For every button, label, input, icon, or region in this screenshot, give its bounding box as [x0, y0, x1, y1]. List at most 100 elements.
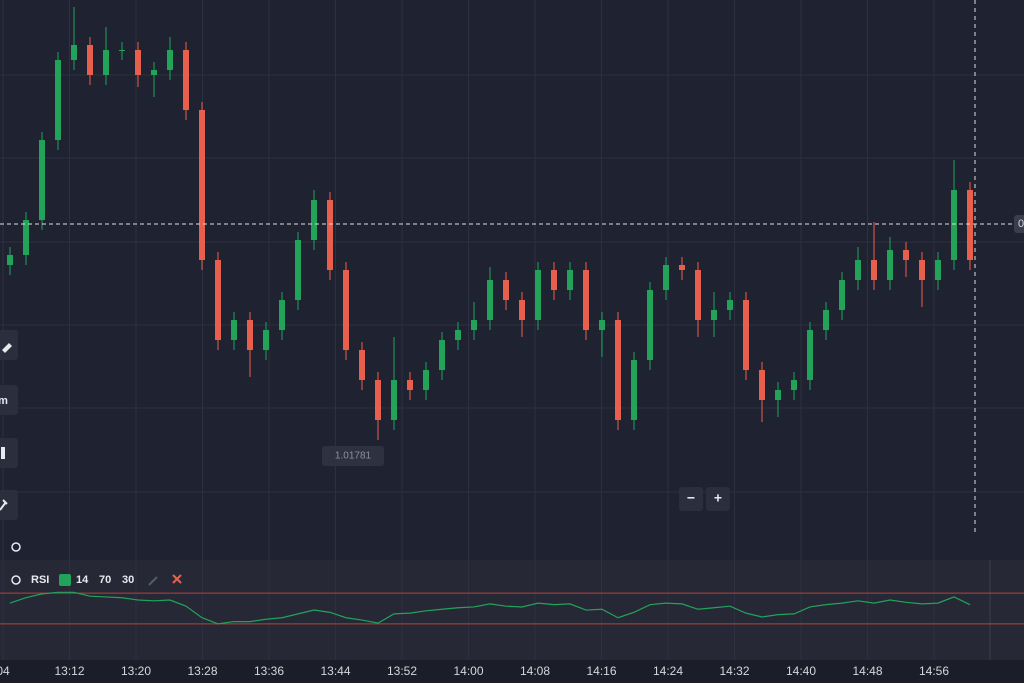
x-tick-label: 13:28	[187, 664, 217, 678]
zoom-in-button[interactable]	[706, 487, 730, 511]
candle-body	[535, 270, 541, 320]
candle-body	[279, 300, 285, 330]
time-axis	[0, 660, 1024, 683]
candle-body	[487, 280, 493, 320]
x-tick-label: 13:52	[387, 664, 417, 678]
x-tick-label: 14:32	[719, 664, 749, 678]
candle-body	[455, 330, 461, 340]
candle-body	[519, 300, 525, 320]
candle-body	[375, 380, 381, 420]
edit-icon[interactable]	[148, 576, 158, 586]
rsi-line	[9, 591, 971, 625]
indicator-name: RSI	[31, 574, 49, 586]
timeframe-label: m	[0, 395, 8, 407]
candle-body	[71, 45, 77, 60]
candle-body	[871, 260, 877, 280]
eye-icon[interactable]	[11, 542, 21, 552]
candle-body	[583, 270, 589, 330]
eye-icon[interactable]	[11, 575, 21, 585]
tool-button[interactable]	[0, 385, 18, 415]
candle-body	[343, 270, 349, 350]
zoom-out-label: −	[687, 490, 695, 506]
x-tick-label: 13:36	[254, 664, 284, 678]
overlay: 0 1.01781	[0, 215, 1024, 466]
zoom-out-button[interactable]	[679, 487, 703, 511]
candle-body	[919, 260, 925, 280]
x-tick-label: 14:56	[919, 664, 949, 678]
candle-body	[199, 110, 205, 260]
candle-body	[39, 140, 45, 220]
candle-body	[615, 320, 621, 420]
pencil-icon	[2, 343, 12, 353]
rsi-period: 14	[76, 574, 89, 586]
candle-body	[887, 250, 893, 280]
close-icon[interactable]	[172, 574, 182, 584]
candle-body	[775, 390, 781, 400]
candle-body	[567, 270, 573, 290]
x-tick-label: 14:40	[786, 664, 816, 678]
x-tick-label: 13:44	[320, 664, 350, 678]
candle-body	[135, 50, 141, 75]
candle-body	[311, 200, 317, 240]
candle-body	[679, 265, 685, 270]
candle-body	[823, 310, 829, 330]
candle-body	[423, 370, 429, 390]
x-tick-label: 14:48	[852, 664, 882, 678]
candle-body	[743, 300, 749, 370]
candle-body	[631, 360, 637, 420]
candle-body	[231, 320, 237, 340]
candle-body	[119, 50, 125, 51]
candle-body	[727, 300, 733, 310]
candle-body	[935, 260, 941, 280]
tool-button[interactable]	[0, 438, 18, 468]
vertical-grid	[2, 0, 935, 660]
x-tick-label: 14:08	[520, 664, 550, 678]
candle-body	[503, 280, 509, 300]
candle-icon	[1, 447, 5, 459]
color-swatch[interactable]	[59, 574, 71, 586]
x-tick-label: 14:16	[586, 664, 616, 678]
candle-body	[407, 380, 413, 390]
candle-body	[855, 260, 861, 280]
candle-body	[167, 50, 173, 70]
candle-body	[183, 50, 189, 110]
candle-body	[903, 250, 909, 260]
left-toolbar: m	[0, 330, 21, 585]
candle-body	[839, 280, 845, 310]
x-tick-label: 14:24	[653, 664, 683, 678]
candle-body	[759, 370, 765, 400]
candle-body	[391, 380, 397, 420]
candle-body	[359, 350, 365, 380]
x-tick-label: 04	[0, 664, 10, 678]
zoom-in-label: +	[714, 490, 722, 506]
candle-body	[599, 320, 605, 330]
current-price-box	[1014, 215, 1024, 233]
indicator-icon	[0, 499, 8, 511]
candle-body	[327, 200, 333, 270]
candle-body	[55, 60, 61, 140]
price-marker-box	[322, 446, 384, 466]
horizontal-grid	[0, 74, 1024, 493]
candle-body	[471, 320, 477, 330]
candle-body	[295, 240, 301, 300]
x-tick-label: 13:12	[54, 664, 84, 678]
candle-body	[439, 340, 445, 370]
rsi-upper: 70	[99, 574, 111, 586]
price-marker-label: 1.01781	[335, 451, 372, 462]
candle-body	[23, 220, 29, 255]
candle-body	[791, 380, 797, 390]
candle-body	[87, 45, 93, 75]
candle-body	[7, 255, 13, 265]
indicator-panel	[0, 560, 1024, 660]
rsi-lower: 30	[122, 574, 134, 586]
rsi-toolbar: RSI 14 70 30	[31, 574, 182, 586]
candle-body	[103, 50, 109, 75]
x-tick-label: 13:20	[121, 664, 151, 678]
candle-body	[247, 320, 253, 350]
candle-body	[263, 330, 269, 350]
candle-body	[951, 190, 957, 260]
current-price-label: 0	[1018, 218, 1024, 230]
tool-button[interactable]	[0, 490, 18, 520]
candle-body	[807, 330, 813, 380]
